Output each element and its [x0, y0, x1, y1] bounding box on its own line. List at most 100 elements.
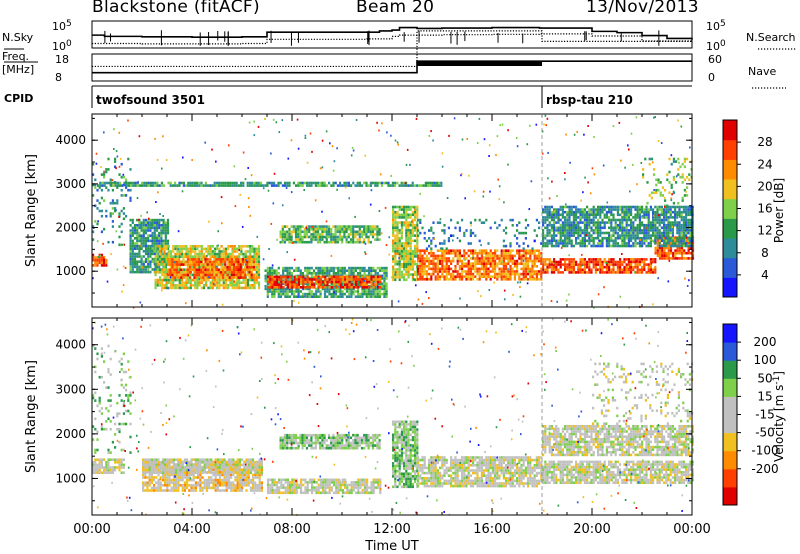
heat-cell: [111, 207, 114, 210]
heat-cell: [465, 270, 468, 273]
heat-cell: [581, 231, 584, 235]
heat-cell: [361, 184, 364, 187]
heat-cell: [252, 265, 255, 269]
heat-cell: [363, 230, 366, 234]
heat-cell: [425, 254, 428, 258]
heat-cell: [140, 255, 143, 258]
heat-cell: [434, 267, 437, 271]
heat-cell: [154, 184, 157, 187]
heat-cell: [371, 227, 375, 231]
heat-cell: [273, 181, 276, 185]
heat-cell: [669, 208, 672, 211]
heat-cell: [599, 226, 602, 230]
heat-cell: [601, 271, 604, 274]
heat-cell: [432, 262, 435, 265]
heat-cell: [469, 252, 472, 255]
heat-cell: [295, 290, 298, 293]
heat-cell: [233, 263, 236, 266]
heat-cell: [400, 213, 403, 217]
heat-cell: [160, 234, 163, 237]
heat-cell: [423, 270, 426, 273]
heat-cell: [185, 271, 188, 274]
heat-cell: [682, 229, 685, 232]
heat-cell: [158, 250, 162, 253]
heat-cell: [322, 280, 325, 284]
heat-cell: [691, 223, 694, 227]
heat-cell: [544, 226, 547, 230]
heat-cell: [588, 218, 591, 222]
heat-cell: [374, 280, 377, 284]
heat-cell: [127, 184, 130, 187]
heat-cell: [367, 287, 371, 291]
heat-cell: [162, 239, 165, 243]
heat-cell: [667, 218, 670, 222]
heat-cell: [445, 262, 448, 265]
heat-cell: [494, 249, 497, 252]
heat-cell: [520, 231, 523, 235]
heat-cell: [672, 191, 675, 195]
heat-cell: [394, 226, 397, 230]
heat-cell: [164, 229, 167, 232]
heat-cell: [579, 221, 582, 224]
heat-cell: [189, 255, 192, 258]
heat-cell: [513, 234, 516, 237]
heat-cell: [103, 175, 106, 179]
heat-cell: [533, 262, 536, 265]
heat-cell: [654, 242, 657, 245]
heat-cell: [336, 225, 339, 228]
heat-cell: [588, 271, 591, 274]
heat-cell: [544, 208, 547, 211]
heat-cell: [164, 231, 167, 235]
heat-cell: [367, 238, 370, 241]
heat-cell: [625, 221, 628, 224]
heat-cell: [131, 263, 134, 266]
heat-cell: [480, 272, 483, 276]
heat-cell: [469, 270, 472, 273]
heat-cell: [378, 227, 381, 231]
heat-cell: [324, 280, 327, 284]
heat-cell: [392, 205, 395, 209]
heat-cell: [452, 249, 455, 252]
heat-cell: [196, 184, 199, 187]
heat-cell: [625, 265, 628, 269]
heat-cell: [619, 234, 622, 237]
heat-cell: [669, 236, 672, 240]
heat-cell: [158, 260, 161, 263]
heat-cell: [358, 233, 361, 236]
heat-cell: [359, 283, 362, 286]
heat-cell: [636, 208, 639, 211]
heat-cell: [224, 265, 227, 269]
heat-cell: [361, 275, 364, 279]
heat-cell: [178, 260, 181, 264]
heat-cell: [196, 284, 199, 287]
heat-cell: [579, 268, 582, 272]
heat-cell: [559, 234, 562, 237]
heat-cell: [186, 273, 189, 277]
heat-cell: [283, 235, 287, 239]
heat-cell: [634, 205, 637, 209]
heat-cell: [286, 269, 289, 272]
heat-cell: [251, 278, 254, 282]
heat-cell: [129, 263, 132, 266]
heat-cell: [599, 221, 602, 224]
heat-cell: [586, 239, 589, 243]
heat-cell: [207, 286, 210, 290]
heat-cell: [520, 259, 523, 263]
heat-cell: [144, 224, 148, 227]
heat-cell: [328, 286, 331, 289]
heat-cell: [400, 273, 403, 276]
heat-cell: [630, 210, 633, 214]
heat-cell: [165, 286, 168, 290]
heat-cell: [529, 259, 532, 263]
heat-cell: [654, 249, 657, 252]
heat-cell: [583, 218, 586, 222]
heat-cell: [474, 252, 477, 255]
heat-cell: [474, 257, 477, 260]
heat-cell: [346, 278, 349, 281]
heat-cell: [153, 229, 156, 232]
heat-cell: [220, 250, 223, 253]
heat-cell: [350, 292, 353, 296]
heat-cell: [149, 263, 152, 266]
heat-cell: [440, 181, 443, 185]
heat-cell: [520, 254, 523, 258]
